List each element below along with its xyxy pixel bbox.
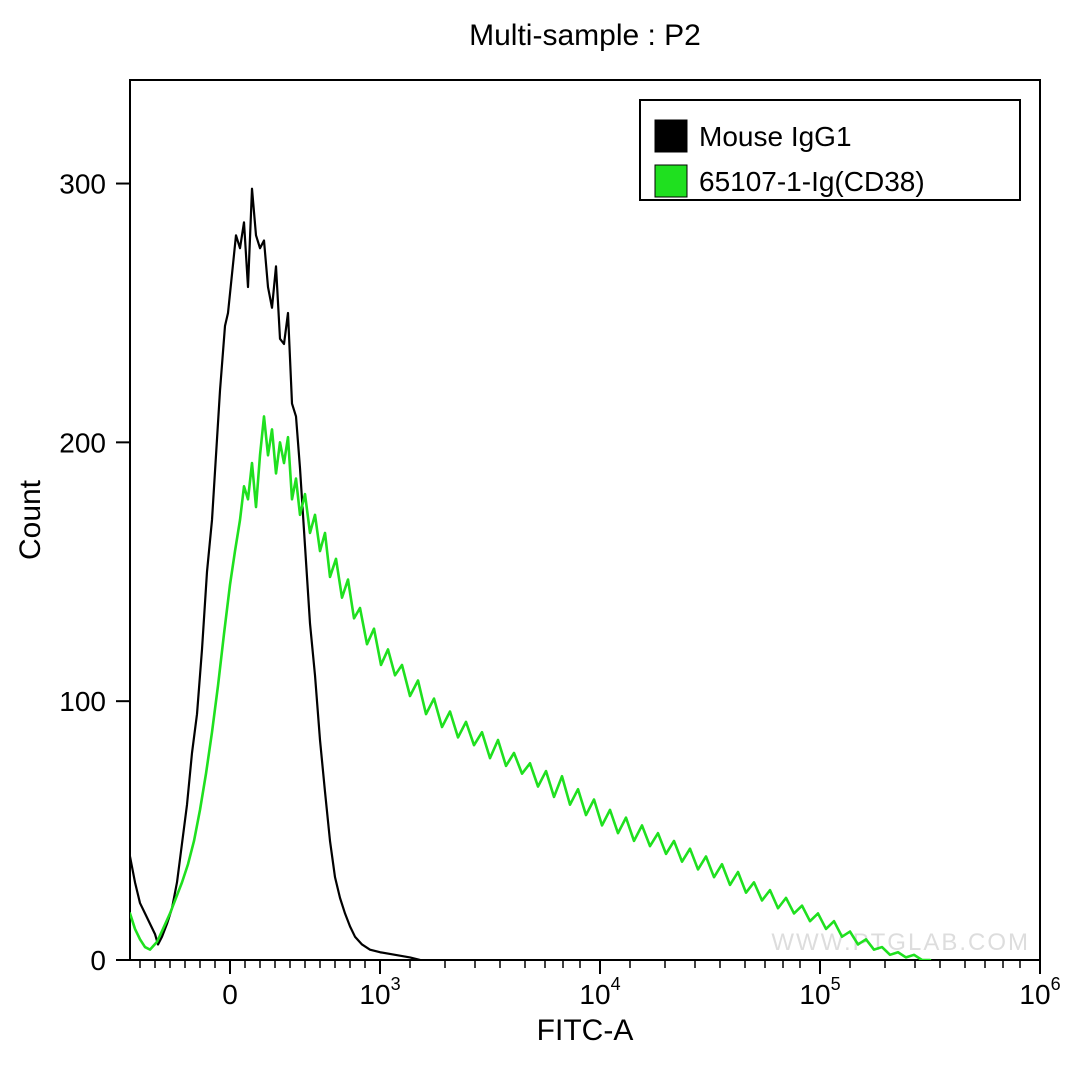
x-axis-label: FITC-A (537, 1014, 634, 1047)
legend-swatch (655, 120, 687, 152)
chart-title: Multi-sample : P2 (469, 19, 701, 52)
y-tick-label: 300 (59, 169, 106, 200)
legend-label: 65107-1-Ig(CD38) (699, 166, 925, 197)
y-axis-label: Count (14, 479, 47, 560)
flow-cytometry-histogram: Multi-sample : P20100200300Count01031041… (0, 0, 1087, 1075)
y-tick-label: 0 (90, 945, 106, 976)
chart-svg: Multi-sample : P20100200300Count01031041… (0, 0, 1087, 1075)
legend-label: Mouse IgG1 (699, 121, 852, 152)
y-tick-label: 100 (59, 686, 106, 717)
watermark: WWW.PTGLAB.COM (771, 929, 1030, 956)
y-tick-label: 200 (59, 427, 106, 458)
x-tick-label: 0 (222, 979, 238, 1010)
legend-swatch (655, 165, 687, 197)
